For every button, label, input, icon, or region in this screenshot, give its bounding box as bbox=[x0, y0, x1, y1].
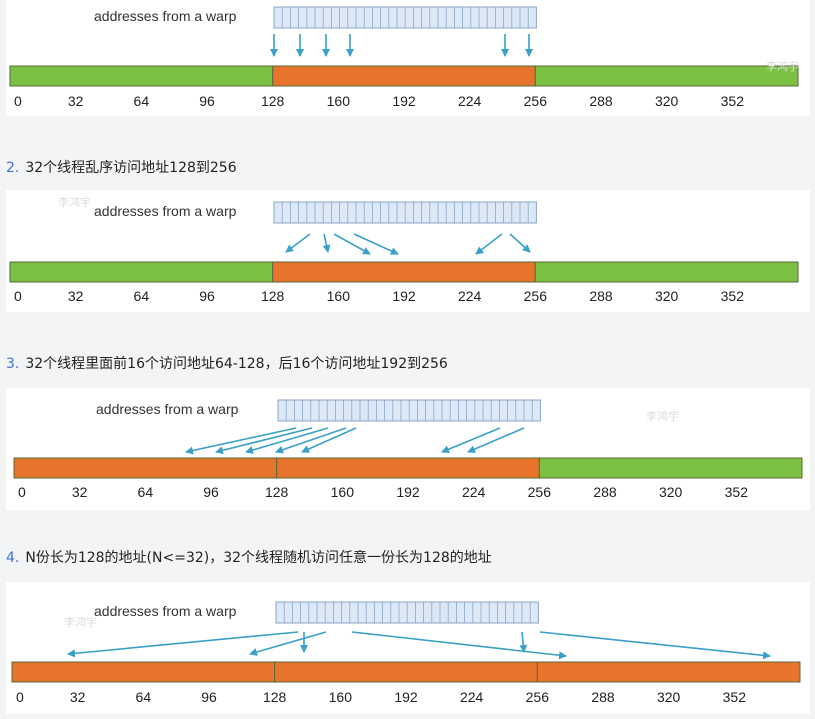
access-arrow bbox=[539, 631, 771, 660]
caption-3: 3. 32个线程里面前16个访问地址64-128，后16个访问地址192到256 bbox=[6, 352, 448, 376]
access-arrow bbox=[333, 233, 371, 255]
caption-text: 32个线程乱序访问地址128到256 bbox=[25, 160, 237, 176]
axis-tick-label: 256 bbox=[524, 288, 548, 304]
axis-tick-label: 64 bbox=[138, 484, 154, 500]
axis-tick-label: 320 bbox=[655, 93, 679, 109]
axis-tick-label: 352 bbox=[723, 689, 747, 705]
axis-tick-label: 192 bbox=[392, 93, 416, 109]
diagram-2: addresses from a warp 0 32 64 96 128 160 192 224… bbox=[9, 201, 799, 304]
axis-tick-label: 320 bbox=[659, 484, 683, 500]
axis-tick-label: 96 bbox=[201, 689, 217, 705]
axis-tick-label: 352 bbox=[721, 93, 745, 109]
memory-segment-0-128 bbox=[13, 457, 278, 479]
caption-number: 2. bbox=[6, 160, 20, 176]
axis-tick-label: 192 bbox=[394, 689, 418, 705]
memory-segment-0-128 bbox=[9, 261, 274, 283]
axis-tick-label: 64 bbox=[134, 93, 150, 109]
caption-number: 4. bbox=[6, 550, 20, 566]
axis-tick-label: 352 bbox=[721, 288, 745, 304]
access-arrow bbox=[215, 427, 313, 455]
warp-label: addresses from a warp bbox=[94, 603, 237, 619]
caption-number: 3. bbox=[6, 356, 20, 372]
axis-tick-label: 256 bbox=[528, 484, 552, 500]
axis-tick-label: 64 bbox=[136, 689, 152, 705]
memory-segment-256-384 bbox=[534, 65, 799, 87]
axis-tick-label: 96 bbox=[203, 484, 219, 500]
warp-label: addresses from a warp bbox=[94, 203, 237, 219]
axis-tick-label: 128 bbox=[265, 484, 289, 500]
memory-segment-128-256 bbox=[276, 457, 540, 479]
warp-label: addresses from a warp bbox=[94, 8, 237, 24]
axis-tick-label: 32 bbox=[68, 288, 84, 304]
axis-tick-label: 224 bbox=[462, 484, 486, 500]
diagram-3: addresses from a warp 0 32 64 96 128 160 192 224… bbox=[13, 399, 803, 500]
access-arrow bbox=[67, 631, 299, 658]
caption-text: 32个线程里面前16个访问地址64-128，后16个访问地址192到256 bbox=[25, 356, 448, 372]
memory-segment-256-384 bbox=[538, 457, 803, 479]
axis-tick-label: 192 bbox=[392, 288, 416, 304]
axis-tick-label: 160 bbox=[329, 689, 353, 705]
access-arrow bbox=[285, 233, 311, 253]
memory-segment-128-256 bbox=[272, 65, 536, 87]
axis-tick-label: 96 bbox=[199, 288, 215, 304]
axis-tick-label: 224 bbox=[460, 689, 484, 705]
warp-label: addresses from a warp bbox=[96, 401, 239, 417]
diagram-4: addresses from a warp 0 32 64 96 128 160 192 224… bbox=[11, 601, 801, 705]
diagram-1: addresses from a warp 0 32 64 96 128 160 192 224… bbox=[9, 6, 799, 109]
access-arrow bbox=[249, 631, 327, 656]
memory-segment-0-128 bbox=[11, 661, 276, 683]
access-arrow bbox=[467, 427, 525, 453]
access-arrow bbox=[245, 427, 329, 454]
access-arrow bbox=[301, 427, 357, 453]
access-arrow bbox=[475, 233, 503, 255]
axis-tick-label: 128 bbox=[261, 93, 285, 109]
diagram-panel-1: addresses from a warp 0 32 64 96 128 160 192 224… bbox=[6, 0, 810, 116]
axis-tick-label: 320 bbox=[657, 689, 681, 705]
memory-segment-0-128 bbox=[9, 65, 274, 87]
axis-tick-label: 160 bbox=[331, 484, 355, 500]
access-arrow bbox=[185, 427, 297, 455]
axis-tick-label: 0 bbox=[14, 93, 22, 109]
access-arrow bbox=[275, 427, 347, 454]
axis-tick-label: 288 bbox=[589, 93, 613, 109]
axis-tick-label: 128 bbox=[261, 288, 285, 304]
axis-tick-label: 224 bbox=[458, 288, 482, 304]
axis-tick-label: 0 bbox=[14, 288, 22, 304]
access-arrow bbox=[322, 233, 331, 253]
axis-tick-label: 64 bbox=[134, 288, 150, 304]
caption-4: 4. N份长为128的地址(N<=32)，32个线程随机访问任意一份长为128的地… bbox=[6, 546, 492, 570]
axis-tick-label: 32 bbox=[70, 689, 86, 705]
diagram-panel-4: addresses from a warp 0 32 64 96 128 160 192 224… bbox=[6, 582, 810, 714]
access-arrow bbox=[353, 233, 399, 255]
axis-tick-label: 256 bbox=[526, 689, 550, 705]
axis-tick-label: 352 bbox=[725, 484, 749, 500]
access-arrow bbox=[441, 427, 501, 454]
axis-tick-label: 160 bbox=[327, 93, 351, 109]
access-arrow bbox=[519, 631, 528, 653]
axis-tick-label: 128 bbox=[263, 689, 287, 705]
memory-segment-128-256 bbox=[274, 661, 538, 683]
access-arrow bbox=[351, 631, 567, 660]
axis-tick-label: 0 bbox=[18, 484, 26, 500]
caption-2: 2. 32个线程乱序访问地址128到256 bbox=[6, 156, 237, 180]
caption-text: N份长为128的地址(N<=32)，32个线程随机访问任意一份长为128的地址 bbox=[25, 550, 492, 566]
memory-segment-256-384 bbox=[536, 661, 801, 683]
diagram-panel-2: addresses from a warp 0 32 64 96 128 160 192 224… bbox=[6, 190, 810, 312]
axis-tick-label: 160 bbox=[327, 288, 351, 304]
axis-tick-label: 96 bbox=[199, 93, 215, 109]
access-arrow bbox=[509, 233, 531, 253]
axis-tick-label: 256 bbox=[524, 93, 548, 109]
axis-tick-label: 0 bbox=[16, 689, 24, 705]
axis-tick-label: 192 bbox=[396, 484, 420, 500]
axis-tick-label: 288 bbox=[591, 689, 615, 705]
axis-tick-label: 224 bbox=[458, 93, 482, 109]
memory-segment-256-384 bbox=[534, 261, 799, 283]
axis-tick-label: 32 bbox=[72, 484, 88, 500]
axis-tick-label: 288 bbox=[589, 288, 613, 304]
diagram-panel-3: addresses from a warp 0 32 64 96 128 160 192 224… bbox=[6, 388, 810, 510]
memory-segment-128-256 bbox=[272, 261, 536, 283]
axis-tick-label: 32 bbox=[68, 93, 84, 109]
axis-tick-label: 320 bbox=[655, 288, 679, 304]
axis-tick-label: 288 bbox=[593, 484, 617, 500]
